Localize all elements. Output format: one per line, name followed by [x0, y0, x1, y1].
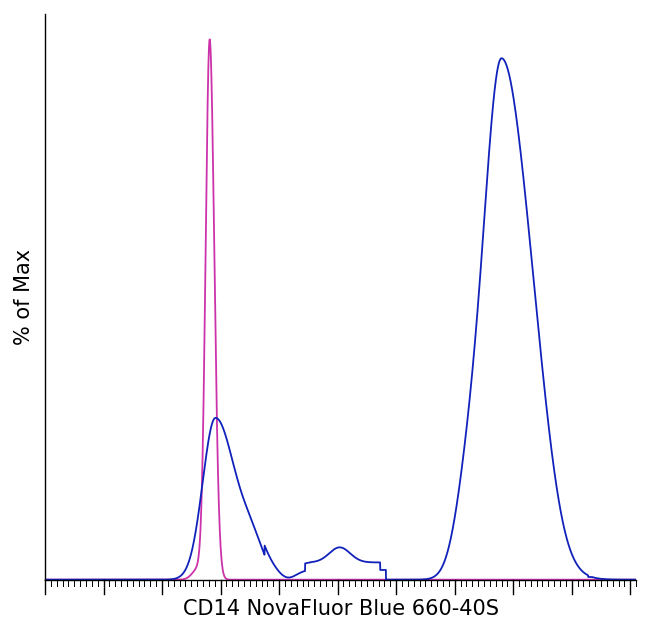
Y-axis label: % of Max: % of Max [14, 249, 34, 345]
X-axis label: CD14 NovaFluor Blue 660-40S: CD14 NovaFluor Blue 660-40S [183, 599, 499, 619]
